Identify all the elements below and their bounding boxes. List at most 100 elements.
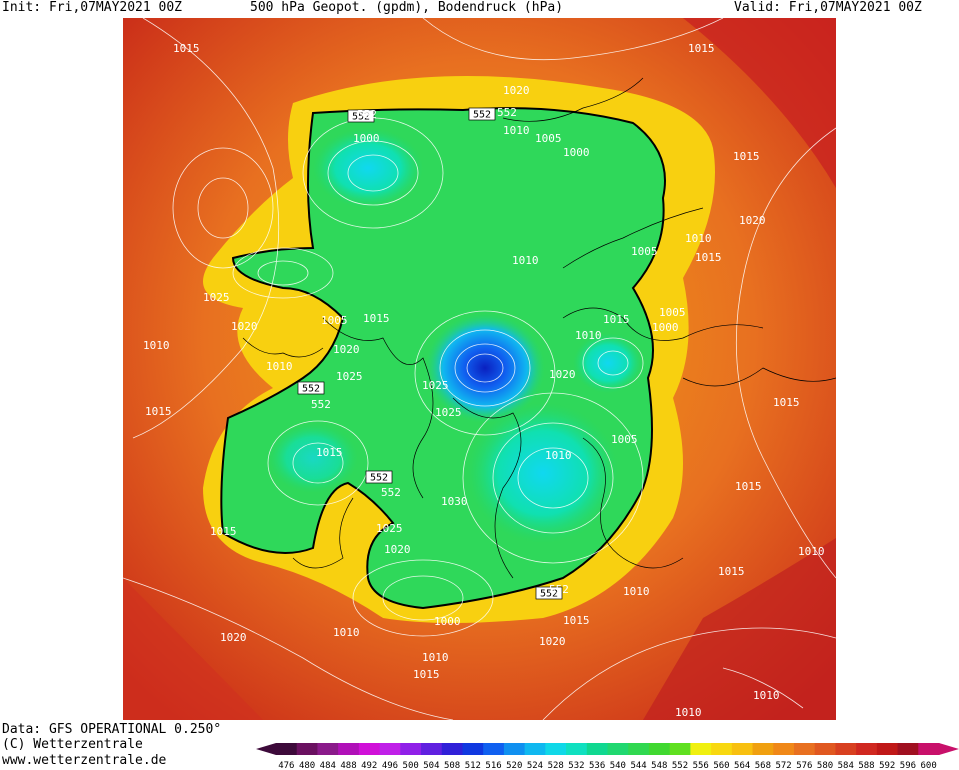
scale-cell [566,743,588,755]
isobar-label: 1010 [675,706,702,719]
low-north-cyan [313,128,423,208]
scale-tick-label: 592 [879,761,895,770]
polar-low-core [425,313,545,423]
scale-tick-label: 524 [527,761,543,770]
isobar-label: 552 [381,486,401,499]
isobar-label: 1000 [652,321,679,334]
scale-cell [793,743,816,755]
scale-tick-label: 556 [693,761,709,770]
scale-tick-label: 580 [817,761,833,770]
isobar-label: 552 [311,398,331,411]
scale-cell [421,743,443,755]
isobar-label: 1015 [316,446,343,459]
isobar-label: 1015 [145,405,172,418]
scale-tick-label: 600 [921,761,937,770]
scale-cell [317,743,339,755]
isobar-label: 1020 [231,320,258,333]
isobar-label: 1015 [210,525,237,538]
scale-tick-label: 584 [838,761,854,770]
isobar-label: 1010 [333,626,360,639]
scale-arrow-right [939,743,959,755]
isobar-label: 1005 [535,132,562,145]
isobar-label: 1015 [688,42,715,55]
scale-cell [441,743,463,755]
isobar-label: 1015 [563,614,590,627]
coastlines [242,77,836,579]
isobar-label: 1025 [422,379,449,392]
isobar-label: 1010 [753,689,780,702]
scale-tick-label: 564 [734,761,750,770]
svg-text:552: 552 [473,110,491,121]
scale-tick-label: 504 [423,761,439,770]
scale-cell [711,743,733,755]
isobar-label: 1015 [735,480,762,493]
isobar-label: 1025 [376,522,403,535]
isobar-label: 1010 [503,124,530,137]
isobar-label: 1015 [695,251,722,264]
copyright-label: (C) Wetterzentrale [2,737,143,752]
isobar-label: 1010 [685,232,712,245]
isobar-label: 1015 [773,396,800,409]
isobar-label: 1010 [422,651,449,664]
isobars [123,18,836,720]
scale-cell [648,743,671,755]
color-scale-bar: 476 480 484 488 492 496 500 504 508 512 516 520 524 5… [256,743,959,770]
scale-cell [752,743,774,755]
svg-text:552: 552 [370,473,388,484]
scale-tick-label: 588 [858,761,874,770]
scale-cell [379,743,401,755]
scale-tick-label: 572 [775,761,791,770]
scale-cell [338,743,360,755]
isobar-label: 1020 [333,343,360,356]
low-east-cyan [573,333,643,393]
init-time-label: Init: Fri,07MAY2021 00Z [2,0,183,15]
isobar-label: 1015 [733,150,760,163]
isobar-label: 1005 [659,306,686,319]
scale-tick-label: 548 [651,761,667,770]
isobar-label: 1025 [203,291,230,304]
isobar-label: 552 [497,106,517,119]
scale-tick-label: 516 [485,761,501,770]
scale-tick-label: 476 [278,761,294,770]
scale-tick-label: 552 [672,761,688,770]
isobar-label: 1010 [266,360,293,373]
chart-title: 500 hPa Geopot. (gpdm), Bodendruck (hPa) [250,0,564,15]
scale-cell [483,743,505,755]
scale-tick-label: 500 [403,761,419,770]
scale-tick-label: 520 [506,761,522,770]
scale-cell [731,743,754,755]
scale-cell [524,743,546,755]
scale-cell [856,743,878,755]
low-center-cyan [468,403,618,543]
isobar-label: 1015 [603,313,630,326]
isobar-label: 1015 [718,565,745,578]
isobar-label: 1010 [143,339,170,352]
scale-cell [669,743,691,755]
isobar-label: 1020 [503,84,530,97]
isobar-label: 1000 [563,146,590,159]
isobar-label: 552 [549,583,569,596]
scale-cell [835,743,857,755]
isobar-label: 552 [357,108,377,121]
hot-corner-sw [123,578,263,720]
website-link[interactable]: www.wetterzentrale.de [2,753,167,768]
isobar-label: 1020 [384,543,411,556]
svg-text:552: 552 [352,112,370,123]
isobar-label: 1005 [631,245,658,258]
scale-cell [773,743,795,755]
svg-text:552: 552 [302,384,320,395]
scale-cell [276,743,298,755]
scale-tick-label: 512 [465,761,481,770]
scale-tick-label: 596 [900,761,916,770]
scale-cell [545,743,567,755]
svg-text:552: 552 [540,589,558,600]
scale-tick-label: 560 [713,761,729,770]
isobar-label: 1020 [549,368,576,381]
hot-corner-ne [683,18,836,188]
contour-552-labels: 552 552 552 552 552 [297,107,563,600]
scale-tick-label: 544 [630,761,646,770]
isobar-label: 1025 [336,370,363,383]
scale-cell [607,743,629,755]
